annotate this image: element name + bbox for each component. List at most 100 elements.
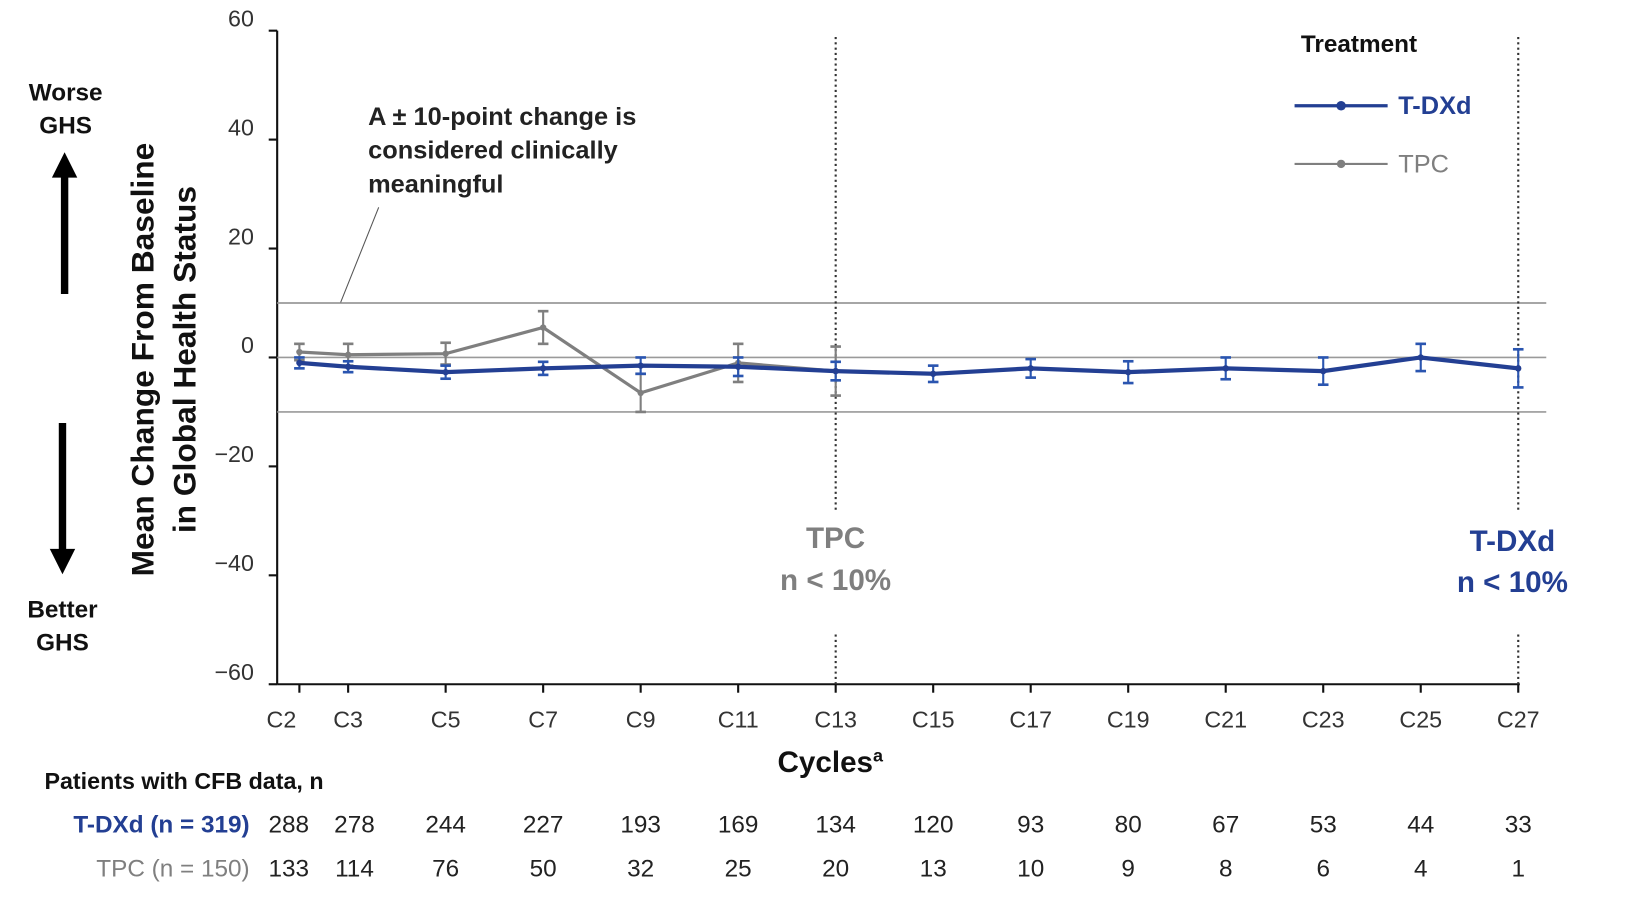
table-cell: 25	[725, 856, 752, 883]
x-tick-label: C9	[626, 707, 656, 733]
y-tick-label: 40	[228, 114, 254, 140]
tdxd-point	[1317, 356, 1329, 387]
tdxd-point	[1220, 356, 1232, 381]
table-cell: 13	[920, 856, 947, 883]
x-tick-label: C3	[333, 707, 363, 733]
y-tick-label: −60	[214, 659, 254, 685]
tdxd-marker	[930, 370, 937, 377]
x-tick-label: C5	[431, 707, 461, 733]
table-cell: 193	[620, 811, 661, 838]
legend-tdxd-marker	[1336, 100, 1346, 111]
tpc-marker	[637, 389, 644, 397]
tdxd-marker	[1222, 365, 1229, 372]
table-cell: 67	[1212, 811, 1239, 838]
table-cell: 227	[523, 811, 564, 838]
x-tick-label: C27	[1497, 707, 1540, 733]
tdxd-cutoff-note: n < 10%	[1457, 566, 1568, 599]
table-title: Patients with CFB data, n	[45, 768, 324, 794]
table-cell: 8	[1219, 856, 1233, 883]
tdxd-marker	[442, 368, 449, 376]
x-axis-title-text: Cycles	[778, 746, 873, 779]
table-cell: 33	[1505, 811, 1532, 838]
tpc-line	[299, 325, 836, 395]
table-cell: 134	[815, 811, 856, 838]
x-tick-label: C25	[1399, 707, 1442, 733]
table-cell: 80	[1115, 811, 1142, 838]
tdxd-point	[1512, 347, 1524, 389]
table-cell: 76	[432, 856, 459, 883]
table-row-label-tdxd: T-DXd (n = 319)	[73, 811, 249, 838]
y-tick-label: −20	[214, 441, 254, 467]
table-cell: 1	[1511, 856, 1525, 883]
tdxd-point	[927, 364, 939, 384]
tdxd-marker	[1320, 367, 1327, 375]
worse-label-2: GHS	[39, 112, 92, 139]
tdxd-line	[299, 355, 1519, 376]
tpc-marker	[442, 350, 449, 357]
legend-title: Treatment	[1301, 31, 1417, 58]
x-tick-label: C2	[267, 707, 297, 733]
tdxd-marker	[1515, 365, 1522, 372]
tdxd-marker	[344, 363, 352, 370]
y-tick-label: 60	[228, 5, 254, 31]
better-label-1: Better	[27, 597, 98, 624]
x-tick-label: C17	[1009, 707, 1052, 733]
tpc-marker	[344, 351, 352, 358]
tdxd-point	[732, 356, 744, 378]
tdxd-point	[1415, 342, 1427, 373]
tdxd-point	[440, 364, 451, 381]
down-arrow-icon	[49, 423, 76, 575]
tdxd-point	[635, 356, 646, 376]
x-tick-label: C11	[718, 707, 759, 733]
x-tick-label: C23	[1302, 707, 1345, 733]
x-tick-label: C13	[814, 707, 857, 733]
tdxd-point	[537, 360, 549, 377]
x-tick-label: C19	[1107, 707, 1150, 733]
table-cell: 50	[530, 856, 557, 883]
x-tick-label: C21	[1204, 707, 1247, 733]
series-marks	[294, 309, 1524, 414]
table-cell: 114	[335, 856, 374, 883]
reference-lines	[277, 37, 1547, 685]
table-cell: 44	[1407, 811, 1434, 838]
table-cell: 20	[822, 856, 849, 883]
table-cell: 133	[269, 856, 310, 883]
table-cell: 120	[913, 811, 954, 838]
table-cell: 32	[627, 856, 654, 883]
better-label-2: GHS	[36, 629, 89, 656]
tpc-cutoff-label: TPC	[806, 522, 865, 555]
table-cell: 278	[334, 811, 375, 838]
tdxd-marker	[735, 363, 742, 370]
legend-tpc-label: TPC	[1398, 150, 1449, 178]
x-tick-label: C7	[528, 707, 558, 733]
tdxd-point	[342, 359, 354, 374]
x-axis-title: Cyclesa	[778, 745, 884, 779]
tdxd-marker	[1027, 365, 1034, 372]
tpc-cutoff-note: n < 10%	[780, 564, 891, 597]
tdxd-marker	[637, 362, 644, 369]
table-cell: 10	[1017, 856, 1044, 883]
tdxd-point	[830, 360, 841, 382]
tdxd-point	[294, 356, 305, 370]
clinical-note-1: A ± 10-point change is	[368, 103, 636, 131]
tdxd-marker	[832, 367, 839, 375]
up-arrow-icon	[51, 152, 78, 295]
clinical-note-3: meaningful	[368, 170, 503, 198]
table-cell: 4	[1414, 856, 1428, 883]
legend: Treatment T-DXd TPC	[1294, 31, 1472, 178]
tdxd-marker	[1417, 354, 1424, 361]
table-cell: 244	[425, 811, 466, 838]
table-cell: 53	[1310, 811, 1337, 838]
tdxd-point	[1025, 357, 1036, 379]
x-tick-label: C15	[912, 707, 955, 733]
axes: 60 40 20 0 −20 −40 −60 C2 C3 C5 C7 C9 C11 C13 C15 C17 C1…	[214, 5, 1539, 732]
tdxd-point	[1122, 359, 1134, 385]
table-cell: 93	[1017, 811, 1044, 838]
table-cell: 288	[269, 811, 310, 838]
table-cell: 6	[1316, 856, 1330, 883]
y-tick-label: 20	[228, 223, 254, 249]
tdxd-cutoff-label: T-DXd	[1470, 525, 1556, 558]
tdxd-marker	[1125, 368, 1132, 376]
clinical-note-2: considered clinically	[368, 137, 618, 165]
